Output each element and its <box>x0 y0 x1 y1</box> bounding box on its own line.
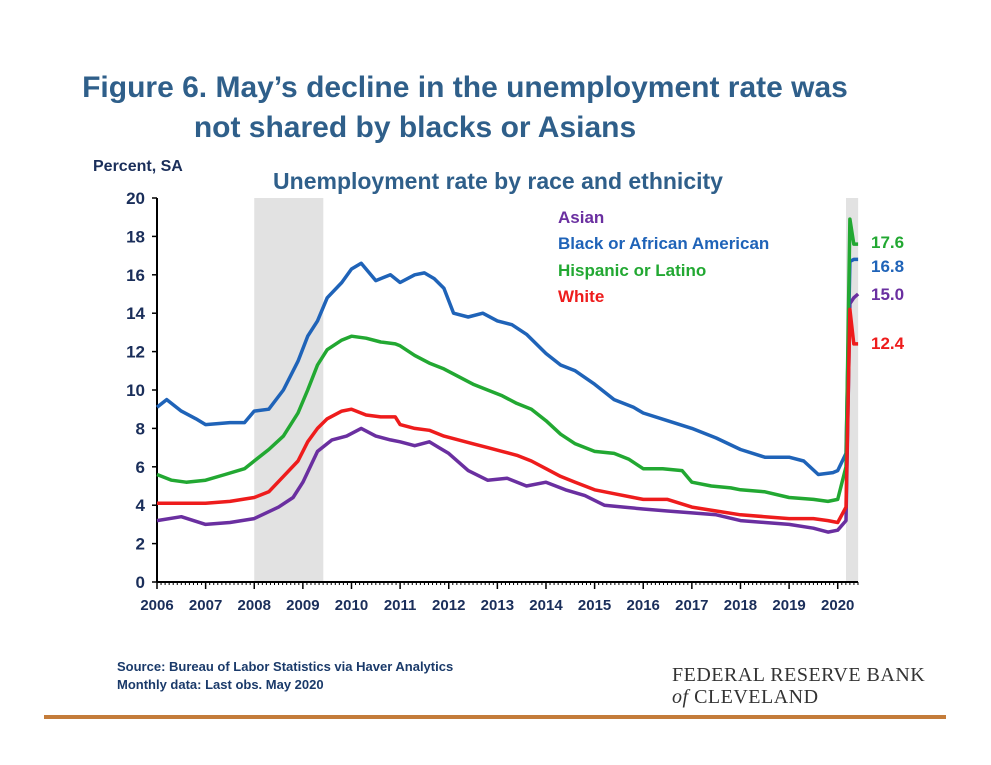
y-tick-label-8: 8 <box>136 419 145 438</box>
x-tick-label-2006: 2006 <box>140 597 173 614</box>
x-tick-label-2020: 2020 <box>821 597 854 614</box>
y-tick-label-16: 16 <box>126 266 145 285</box>
x-tick-label-2018: 2018 <box>724 597 757 614</box>
y-tick-label-6: 6 <box>136 458 145 477</box>
recession-band-0 <box>254 198 324 582</box>
y-tick-label-0: 0 <box>136 573 145 592</box>
y-tick-label-10: 10 <box>126 381 145 400</box>
figure-title-line2: not shared by blacks or Asians <box>193 111 637 144</box>
chart-title: Unemployment rate by race and ethnicity <box>273 168 723 194</box>
y-tick-label-14: 14 <box>126 304 145 323</box>
logo-of: of <box>672 686 689 708</box>
federal-reserve-logo: FEDERAL RESERVE BANK of CLEVELAND <box>672 664 925 708</box>
series-line-white <box>157 307 859 525</box>
y-tick-label-18: 18 <box>126 227 145 246</box>
series-line-hispanic <box>156 217 859 504</box>
end-label-hispanic: 17.6 <box>871 233 904 252</box>
x-tick-label-2007: 2007 <box>189 597 222 614</box>
source-text: Source: Bureau of Labor Statistics via H… <box>117 659 454 674</box>
logo-line2: of CLEVELAND <box>672 686 925 708</box>
x-tick-label-2014: 2014 <box>529 597 563 614</box>
x-tick-label-2010: 2010 <box>335 597 368 614</box>
legend-asian: Asian <box>558 208 604 227</box>
end-label-black: 16.8 <box>871 257 904 276</box>
logo-line1: FEDERAL RESERVE BANK <box>672 664 926 686</box>
legend-hispanic: Hispanic or Latino <box>558 261 706 280</box>
y-tick-label-4: 4 <box>136 496 146 515</box>
data-note-text: Monthly data: Last obs. May 2020 <box>117 677 324 692</box>
x-tick-label-2017: 2017 <box>675 597 708 614</box>
x-tick-label-2019: 2019 <box>772 597 805 614</box>
end-label-white: 12.4 <box>871 334 905 353</box>
legend-black: Black or African American <box>558 234 769 253</box>
x-tick-label-2015: 2015 <box>578 597 611 614</box>
series-line-asian <box>156 292 860 534</box>
x-tick-label-2011: 2011 <box>384 597 417 614</box>
figure-title: Figure 6. May’s decline in the unemploym… <box>0 68 930 148</box>
series-line-black <box>155 257 859 477</box>
x-tick-label-2008: 2008 <box>238 597 271 614</box>
y-axis-label: Percent, SA <box>93 158 183 175</box>
logo-cleveland: CLEVELAND <box>688 686 819 708</box>
footer-rule <box>44 715 946 719</box>
end-label-asian: 15.0 <box>871 285 904 304</box>
x-tick-label-2013: 2013 <box>481 597 514 614</box>
y-tick-label-2: 2 <box>136 535 145 554</box>
y-tick-label-12: 12 <box>126 343 145 362</box>
figure-title-line1: Figure 6. May’s decline in the unemploym… <box>82 71 848 104</box>
source-note: Source: Bureau of Labor Statistics via H… <box>117 658 453 694</box>
x-tick-label-2009: 2009 <box>286 597 319 614</box>
legend-white: White <box>558 287 604 306</box>
y-tick-label-20: 20 <box>126 189 145 208</box>
x-tick-label-2012: 2012 <box>432 597 465 614</box>
x-tick-label-2016: 2016 <box>627 597 660 614</box>
